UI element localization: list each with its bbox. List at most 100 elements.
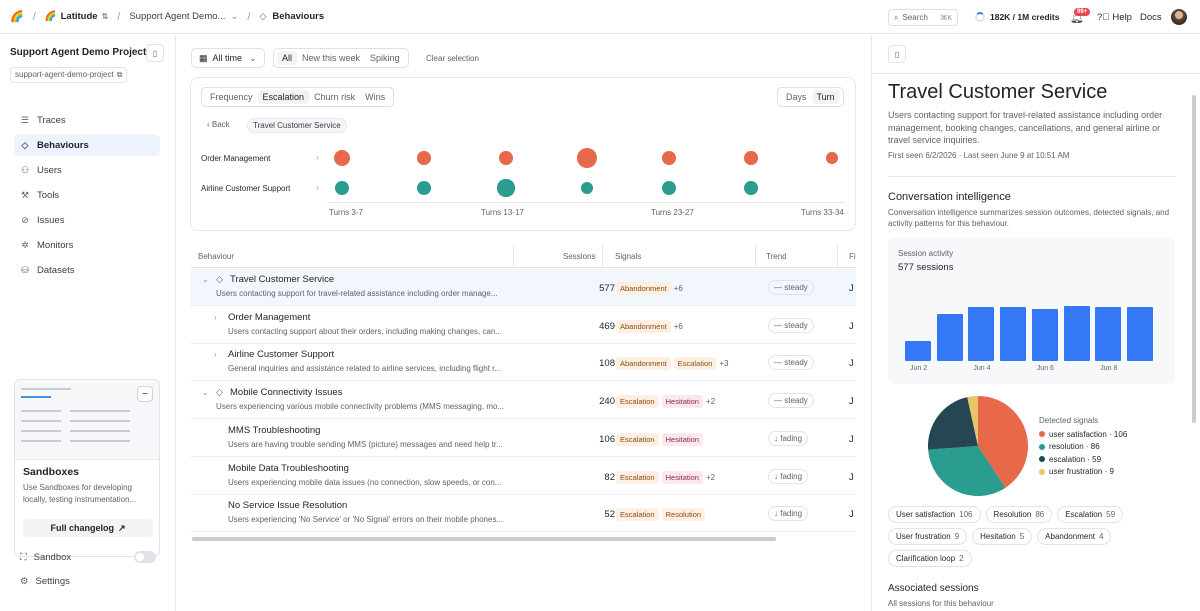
tab-frequency[interactable]: Frequency bbox=[210, 92, 253, 102]
chevron-right-icon[interactable]: › bbox=[214, 312, 217, 322]
signal-chip[interactable]: Resolution 86 bbox=[985, 506, 1053, 523]
pie-slice[interactable] bbox=[928, 446, 1006, 496]
sessions-count: 108 bbox=[599, 358, 615, 370]
heatmap-row-label[interactable]: Order Management bbox=[201, 154, 271, 163]
heatmap-dot[interactable] bbox=[335, 181, 349, 195]
pie-slice[interactable] bbox=[928, 397, 978, 450]
signal-chip[interactable]: User frustration 9 bbox=[888, 528, 968, 545]
chevron-down-icon[interactable]: ⌄ bbox=[202, 275, 209, 284]
activity-bar[interactable] bbox=[1000, 307, 1027, 361]
first-seen-cell: J bbox=[849, 471, 854, 483]
activity-bar[interactable] bbox=[1126, 307, 1153, 361]
heatmap-dot[interactable] bbox=[417, 151, 431, 165]
table-row[interactable]: ⌄ ◇ Mobile Connectivity Issues Users experi… bbox=[190, 382, 856, 420]
signal-tag: Escalation bbox=[616, 508, 659, 522]
tab-escalation[interactable]: Escalation bbox=[257, 90, 310, 104]
heatmap-dot[interactable] bbox=[580, 181, 594, 195]
heatmap-dot[interactable] bbox=[577, 148, 597, 168]
project-switcher[interactable]: Support Agent Demo... ⌄ bbox=[129, 11, 238, 22]
time-range-select[interactable]: ▦ All time ⌄ bbox=[191, 48, 265, 68]
settings-item[interactable]: ⚙ Settings bbox=[20, 576, 70, 587]
activity-title: Session activity bbox=[898, 249, 954, 258]
heatmap-row-label[interactable]: Airline Customer Support bbox=[201, 184, 291, 193]
table-row[interactable]: › Airline Customer Support General inquiri… bbox=[190, 344, 856, 382]
toggle-turn[interactable]: Turn bbox=[811, 90, 840, 104]
tab-wins[interactable]: Wins bbox=[365, 92, 386, 102]
heatmap-dot[interactable] bbox=[499, 151, 513, 165]
heatmap-dot[interactable] bbox=[662, 151, 676, 165]
sidebar-item-monitors[interactable]: ✲ Monitors bbox=[14, 234, 160, 256]
sidebar-item-traces[interactable]: ☰ Traces bbox=[14, 109, 160, 131]
col-behaviour[interactable]: Behaviour bbox=[198, 252, 235, 261]
docs-link[interactable]: Docs bbox=[1140, 12, 1162, 23]
table-header: Behaviour Sessions Signals Trend Fi bbox=[190, 244, 856, 268]
clear-selection-button[interactable]: Clear selection bbox=[426, 54, 479, 63]
sandbox-toggle[interactable] bbox=[134, 551, 156, 563]
col-first-seen[interactable]: Fi bbox=[849, 252, 856, 261]
heatmap-dot[interactable] bbox=[416, 180, 432, 196]
chevron-right-icon[interactable]: › bbox=[214, 350, 217, 360]
sidebar-item-tools[interactable]: ⚒ Tools bbox=[14, 184, 160, 206]
table-row[interactable]: › Order Management Users contacting suppor… bbox=[190, 307, 856, 344]
back-button[interactable]: ‹ Back bbox=[207, 120, 230, 129]
heatmap-dot[interactable] bbox=[333, 149, 351, 167]
heatmap-dot[interactable] bbox=[662, 181, 676, 195]
pie-slice[interactable] bbox=[967, 396, 978, 446]
search-label: Search bbox=[902, 13, 928, 22]
sidebar-collapse-button[interactable]: ▯ bbox=[146, 44, 164, 62]
segment-spiking[interactable]: Spiking bbox=[370, 53, 400, 63]
activity-bar[interactable] bbox=[968, 307, 995, 361]
signal-chip[interactable]: Clarification loop 2 bbox=[888, 550, 972, 567]
pie-slice[interactable] bbox=[978, 396, 1028, 488]
table-row[interactable]: Mobile Data Troubleshooting Users experie… bbox=[190, 458, 856, 495]
sidebar-item-users[interactable]: ⚇ Users bbox=[14, 159, 160, 181]
minimize-button[interactable]: − bbox=[137, 386, 153, 402]
heatmap-dot[interactable] bbox=[744, 181, 758, 195]
col-sessions[interactable]: Sessions bbox=[563, 252, 596, 261]
horizontal-scrollbar[interactable] bbox=[192, 537, 776, 541]
credits-indicator[interactable]: 182K / 1M credits bbox=[975, 12, 1059, 22]
heatmap-dot[interactable] bbox=[497, 179, 515, 197]
heatmap-dot[interactable] bbox=[744, 151, 758, 165]
chevron-down-icon[interactable]: ⌄ bbox=[202, 388, 209, 398]
table-row[interactable]: ⌄ ◇ Travel Customer Service Users contactin… bbox=[190, 269, 856, 306]
heatmap-dot[interactable] bbox=[826, 152, 838, 164]
segment-new-this-week[interactable]: New this week bbox=[302, 53, 361, 63]
detail-panel: ▯ Travel Customer Service Users contacti… bbox=[871, 35, 1200, 611]
activity-bar[interactable] bbox=[1031, 308, 1058, 361]
activity-bar[interactable] bbox=[1063, 306, 1090, 361]
col-signals[interactable]: Signals bbox=[615, 252, 642, 261]
table-row[interactable]: No Service Issue Resolution Users experie… bbox=[190, 495, 856, 533]
search-button[interactable]: ⌕ Search ⌘K bbox=[888, 9, 958, 26]
panel-scrollbar[interactable] bbox=[1192, 95, 1196, 423]
full-changelog-button[interactable]: Full changelog ↗ bbox=[23, 519, 153, 537]
activity-bar[interactable] bbox=[905, 340, 931, 361]
signal-chip[interactable]: Abandonment 4 bbox=[1037, 528, 1112, 545]
legend-swatch bbox=[1039, 431, 1045, 438]
panel-toggle-button[interactable]: ▯ bbox=[888, 45, 906, 63]
sandbox-toggle-row: ⛶ Sandbox bbox=[20, 551, 156, 563]
segment-all[interactable]: All bbox=[277, 51, 298, 65]
sessions-count: 577 bbox=[599, 283, 615, 294]
table-row[interactable]: MMS Troubleshooting Users are having trou… bbox=[190, 420, 856, 457]
col-trend[interactable]: Trend bbox=[766, 252, 787, 261]
help-button[interactable]: ?⃝ Help bbox=[1097, 12, 1132, 23]
rainbow-icon: 🌈 bbox=[44, 11, 57, 22]
activity-bar[interactable] bbox=[936, 313, 963, 361]
rainbow-logo-icon[interactable]: 🌈 bbox=[10, 11, 24, 23]
legend-item: resolution · 86 bbox=[1039, 441, 1127, 454]
project-slug[interactable]: support-agent-demo-project ⧉ bbox=[10, 67, 128, 83]
signal-chip[interactable]: Escalation 59 bbox=[1057, 506, 1124, 523]
sidebar-item-datasets[interactable]: ⛁ Datasets bbox=[14, 259, 160, 281]
avatar[interactable] bbox=[1171, 9, 1187, 25]
toggle-days[interactable]: Days bbox=[786, 92, 807, 102]
associated-desc: All sessions for this behaviour bbox=[888, 599, 994, 608]
signal-chip[interactable]: User satisfaction 106 bbox=[888, 506, 981, 523]
app-switcher[interactable]: 🌈 Latitude ⇅ bbox=[45, 11, 109, 22]
tab-churn-risk[interactable]: Churn risk bbox=[314, 92, 356, 102]
sidebar-item-behaviours[interactable]: ◇ Behaviours bbox=[14, 134, 160, 156]
signal-chip[interactable]: Hesitation 5 bbox=[972, 528, 1033, 545]
sidebar-item-issues[interactable]: ⊘ Issues bbox=[14, 209, 160, 231]
activity-bar[interactable] bbox=[1095, 307, 1122, 361]
signals-pie-chart bbox=[928, 396, 1028, 496]
